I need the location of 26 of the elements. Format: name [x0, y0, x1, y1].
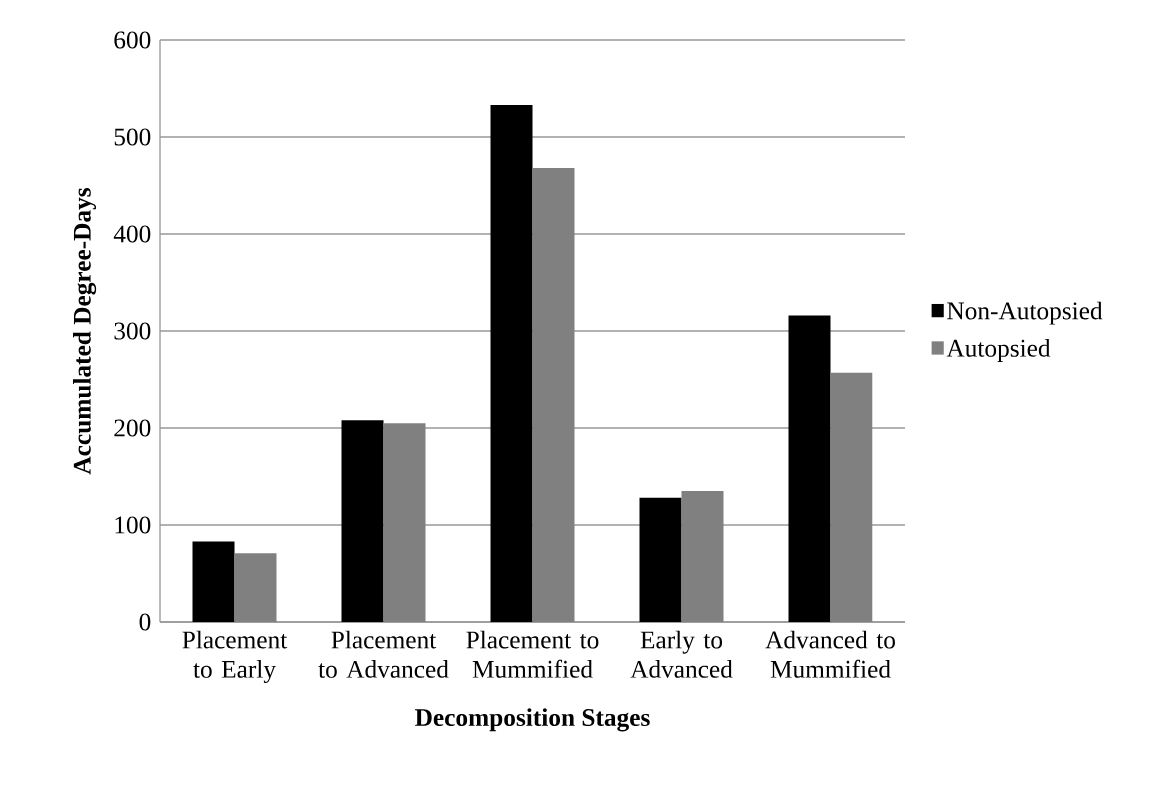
bar	[830, 372, 873, 622]
x-tick-label: Early to Advanced	[630, 630, 733, 678]
x-tick-label: Placement to Advanced	[318, 630, 449, 678]
bar	[532, 168, 575, 622]
bar	[383, 423, 426, 622]
bar	[490, 104, 533, 622]
legend-label: Non-Autopsied	[947, 301, 1103, 325]
x-tick-label: Advanced to Mummified	[765, 630, 895, 678]
y-axis-title: Accumulated Degree-Days	[72, 187, 97, 475]
bar	[639, 497, 682, 622]
x-tick-label: Placement to Early	[182, 630, 288, 684]
legend-label: Autopsied	[946, 339, 1051, 362]
y-tick-label: 400	[113, 225, 151, 243]
x-tick-label: Placement to Mummified	[466, 630, 599, 678]
y-tick-label: 0	[139, 613, 151, 631]
y-tick-label: 600	[114, 31, 151, 49]
y-tick-label: 200	[114, 419, 151, 437]
bar	[341, 420, 384, 622]
y-tick-label: 300	[114, 322, 151, 340]
y-tick-label: 100	[115, 516, 151, 534]
bar	[192, 541, 235, 622]
x-axis-title: Decomposition Stages	[415, 708, 650, 732]
bar	[681, 491, 724, 622]
bar	[788, 315, 831, 622]
bar	[234, 553, 277, 622]
y-tick-label: 500	[114, 128, 151, 146]
